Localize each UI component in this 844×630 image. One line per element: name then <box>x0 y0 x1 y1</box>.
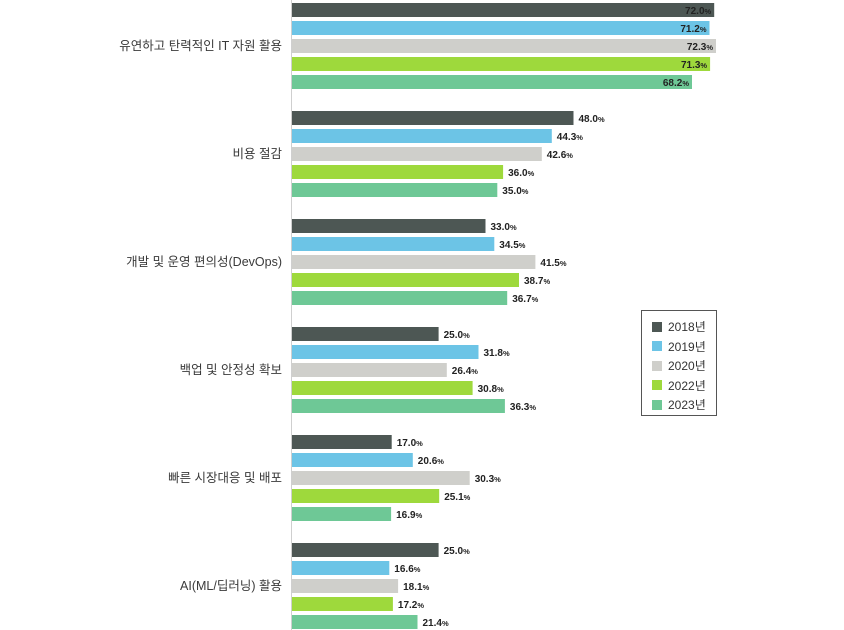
data-label: 25.0% <box>444 546 470 557</box>
legend-item: 2022년 <box>652 376 716 396</box>
bar <box>292 165 504 179</box>
legend-item: 2018년 <box>652 317 716 337</box>
bar <box>292 399 505 413</box>
category-label: 빠른 시장대응 및 배포 <box>168 471 282 485</box>
data-label: 72.0% <box>685 6 711 17</box>
data-label: 36.0% <box>508 168 534 179</box>
bar <box>292 21 710 35</box>
data-label: 26.4% <box>452 366 478 377</box>
bar <box>292 489 440 503</box>
data-label: 38.7% <box>524 276 550 287</box>
legend-label: 2023년 <box>668 398 706 413</box>
bar <box>292 507 392 521</box>
bar <box>292 579 399 593</box>
data-label: 48.0% <box>579 114 605 125</box>
category-label: 비용 절감 <box>233 147 283 161</box>
bar <box>292 327 439 341</box>
legend-item: 2019년 <box>652 337 716 357</box>
bar <box>292 111 574 125</box>
data-label: 44.3% <box>557 132 583 143</box>
bar <box>292 345 479 359</box>
data-label: 33.0% <box>491 222 517 233</box>
data-label: 16.9% <box>396 510 422 521</box>
data-label: 17.0% <box>397 438 423 449</box>
data-label: 21.4% <box>423 618 449 629</box>
data-label: 17.2% <box>398 600 424 611</box>
category-label: AI(ML/딥러닝) 활용 <box>180 579 282 593</box>
bar <box>292 237 495 251</box>
data-label: 35.0% <box>502 186 528 197</box>
category-label: 유연하고 탄력적인 IT 자원 활용 <box>119 39 282 53</box>
data-label: 25.1% <box>444 492 470 503</box>
data-label: 36.3% <box>510 402 536 413</box>
data-label: 42.6% <box>547 150 573 161</box>
data-label: 31.8% <box>484 348 510 359</box>
legend-item: 2020년 <box>652 356 716 376</box>
legend-swatch <box>652 321 662 332</box>
legend-swatch <box>652 399 662 410</box>
bar <box>292 291 508 305</box>
data-label: 18.1% <box>403 582 429 593</box>
bar <box>292 543 439 557</box>
bar <box>292 273 519 287</box>
bars-layer: 72.0% 71.2% 72.3% 71.3% 68.2% 48.0% 44.3% 42.6%… <box>292 3 716 629</box>
bar <box>292 129 552 143</box>
data-label: 16.6% <box>394 564 420 575</box>
bar <box>292 381 473 395</box>
bar <box>292 39 716 53</box>
legend-label: 2020년 <box>668 359 706 374</box>
legend-label: 2022년 <box>668 378 706 393</box>
bar <box>292 561 390 575</box>
data-label: 41.5% <box>540 258 566 269</box>
category-label: 백업 및 안정성 확보 <box>180 363 282 377</box>
bar <box>292 3 715 17</box>
data-label: 36.7% <box>512 294 538 305</box>
bar <box>292 57 711 71</box>
data-label: 30.8% <box>478 384 504 395</box>
legend-label: 2018년 <box>668 320 706 335</box>
bar <box>292 219 486 233</box>
bar <box>292 183 498 197</box>
data-label: 25.0% <box>444 330 470 341</box>
bar <box>292 471 470 485</box>
bar <box>292 597 393 611</box>
data-label: 20.6% <box>418 456 444 467</box>
legend-swatch <box>652 360 662 371</box>
legend-label: 2019년 <box>668 339 706 354</box>
bar <box>292 147 542 161</box>
chart-legend: 2018년 2019년 2020년 2022년 2023년 <box>641 310 717 416</box>
category-label: 개발 및 운영 편의성(DevOps) <box>126 255 282 269</box>
bar <box>292 453 413 467</box>
bar <box>292 255 536 269</box>
legend-swatch <box>652 341 662 352</box>
bar <box>292 615 418 629</box>
legend-swatch <box>652 380 662 391</box>
data-label: 71.2% <box>680 24 706 35</box>
bar <box>292 363 447 377</box>
data-label: 68.2% <box>663 78 689 89</box>
data-label: 34.5% <box>499 240 525 251</box>
data-label: 72.3% <box>687 42 713 53</box>
data-label: 30.3% <box>475 474 501 485</box>
data-label: 71.3% <box>681 60 707 71</box>
bar <box>292 75 692 89</box>
legend-item: 2023년 <box>652 395 716 415</box>
bar <box>292 435 392 449</box>
